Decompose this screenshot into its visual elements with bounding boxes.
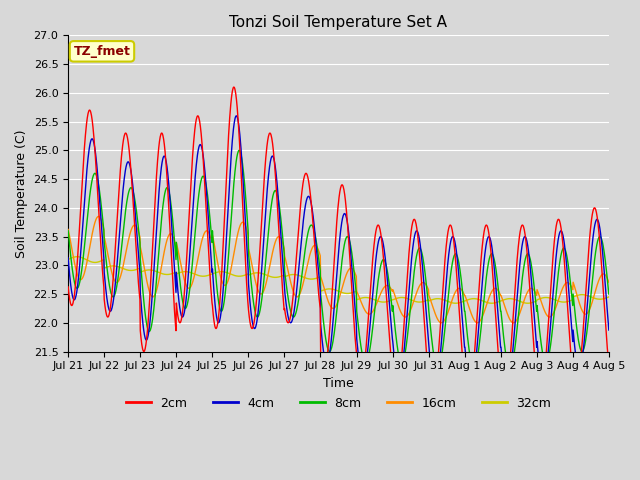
X-axis label: Time: Time (323, 377, 354, 390)
Text: TZ_fmet: TZ_fmet (74, 45, 131, 58)
Legend: 2cm, 4cm, 8cm, 16cm, 32cm: 2cm, 4cm, 8cm, 16cm, 32cm (120, 392, 556, 415)
Title: Tonzi Soil Temperature Set A: Tonzi Soil Temperature Set A (230, 15, 447, 30)
Y-axis label: Soil Temperature (C): Soil Temperature (C) (15, 129, 28, 258)
